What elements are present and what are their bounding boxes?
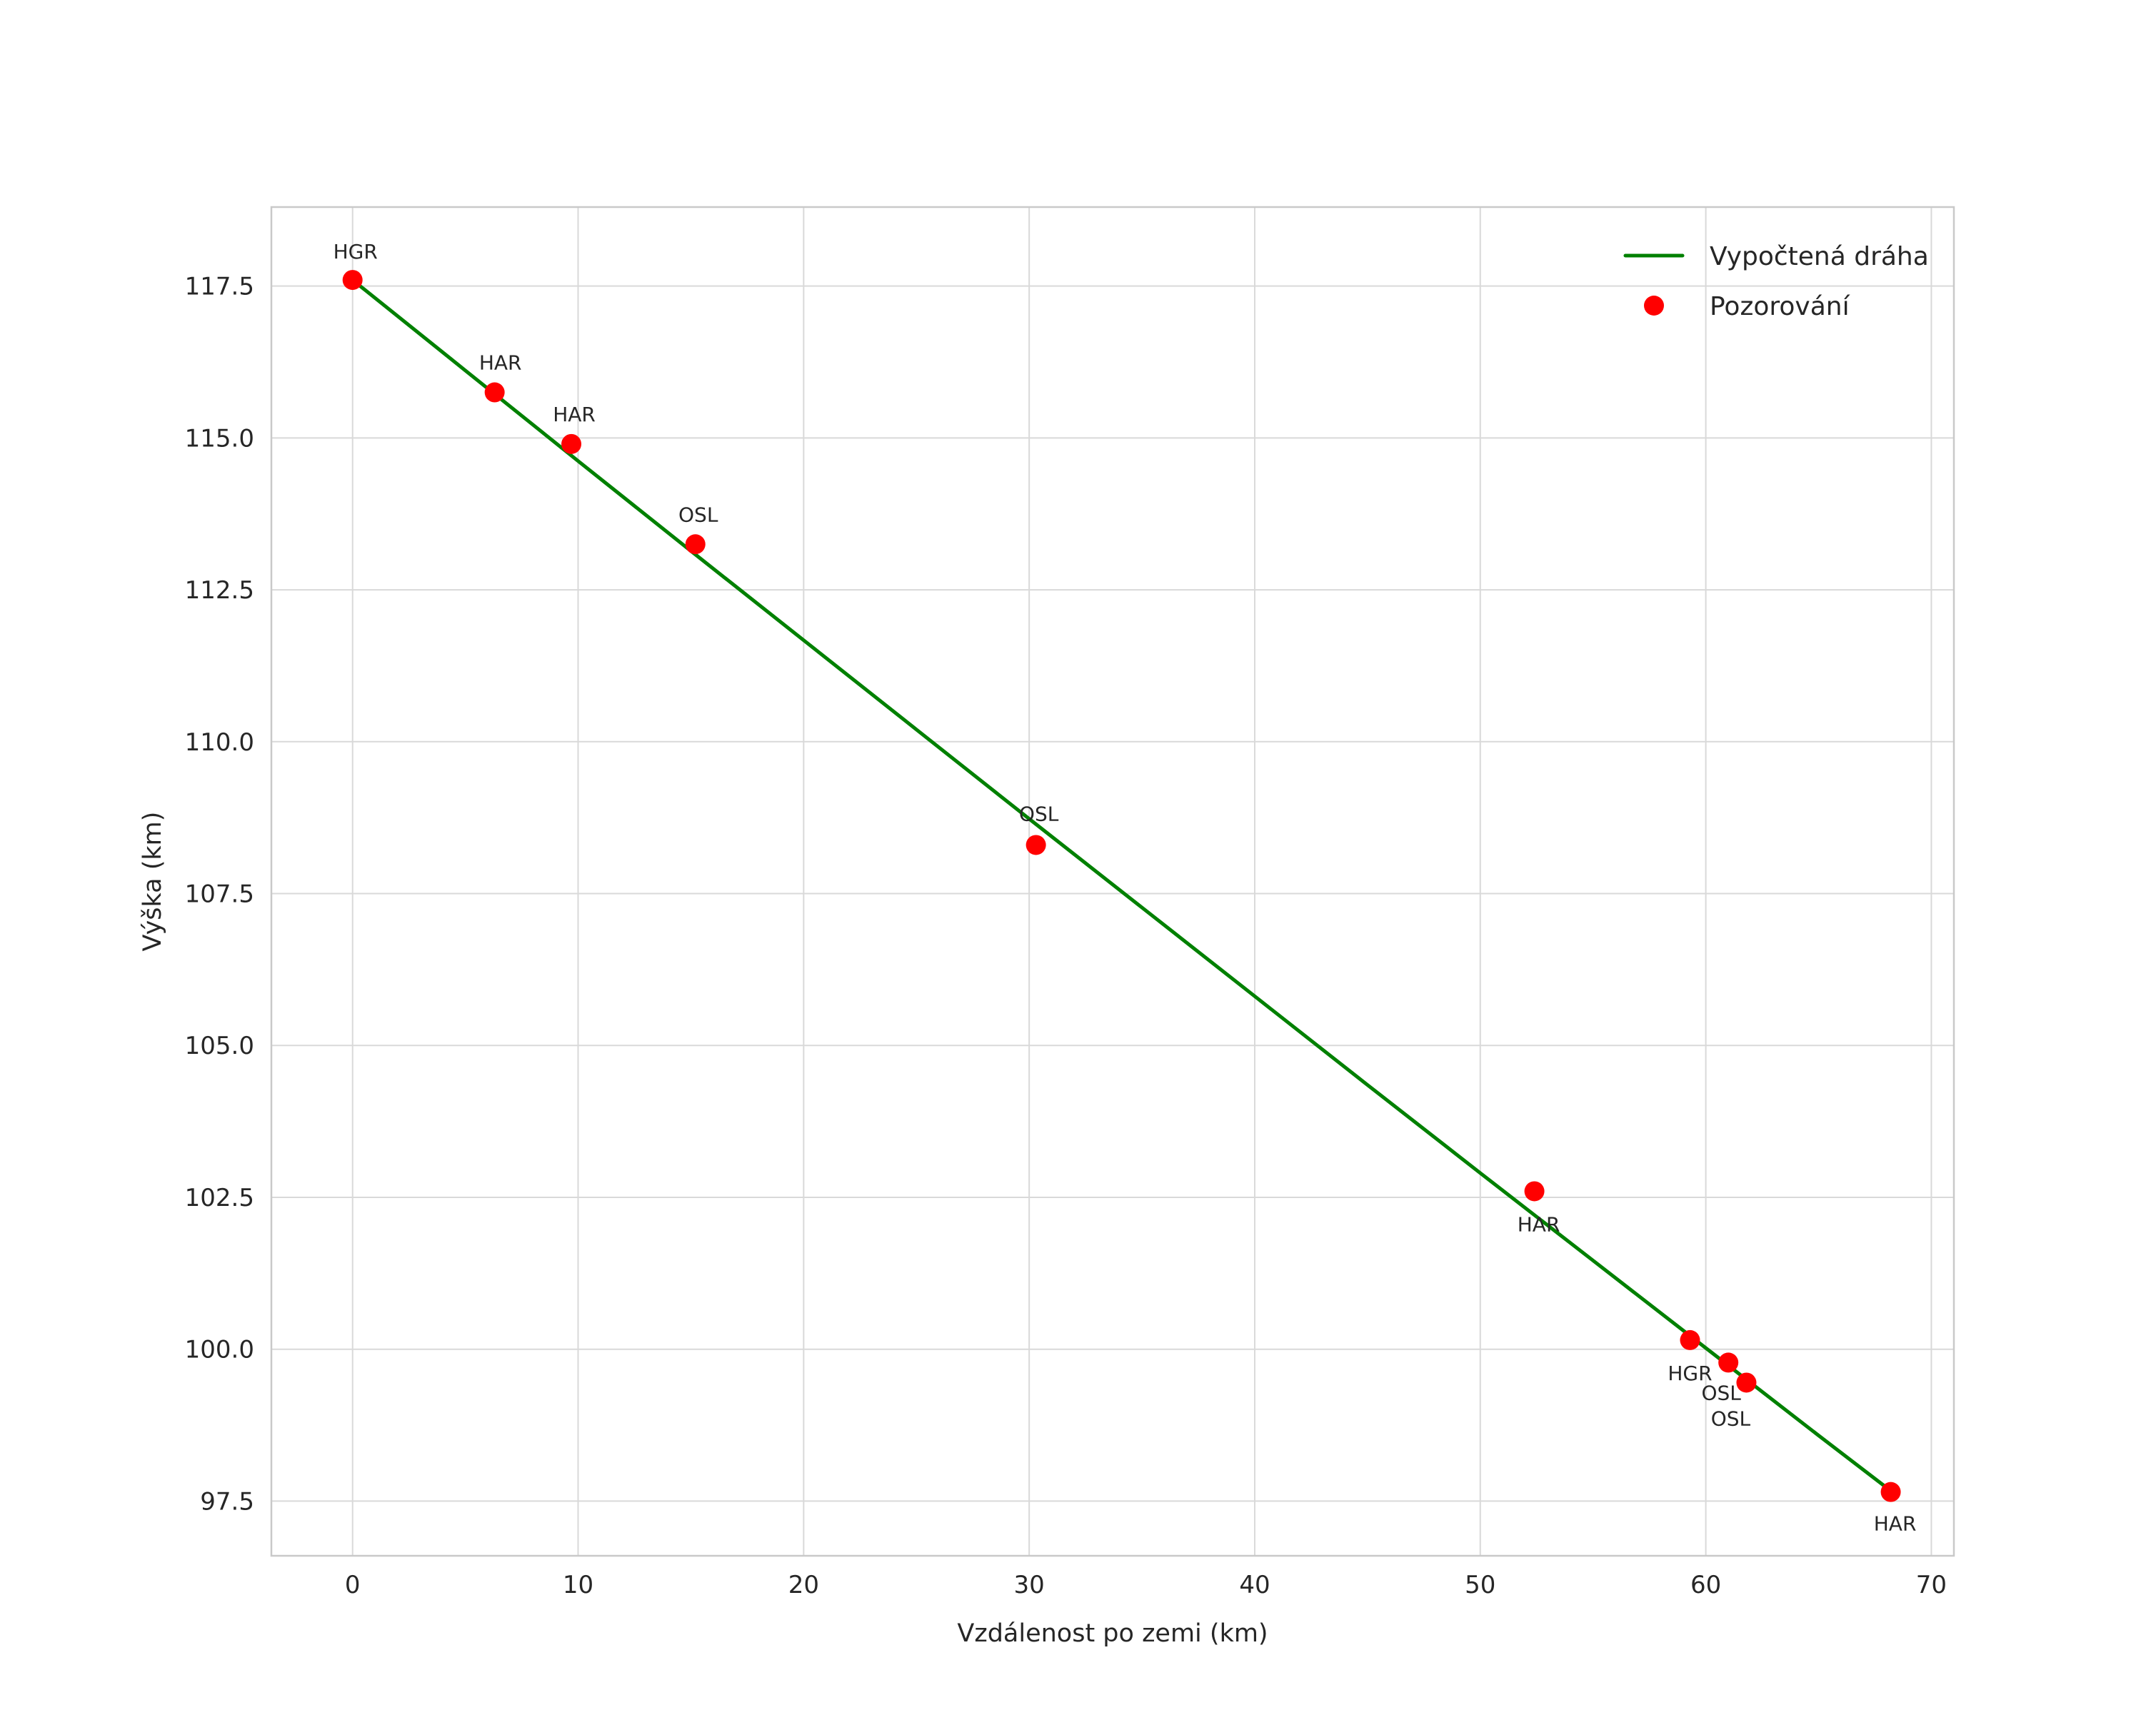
observation-point <box>685 534 706 555</box>
y-tick-label: 115.0 <box>185 424 254 453</box>
x-tick-label: 70 <box>1916 1571 1947 1599</box>
observation-point-label: OSL <box>1701 1381 1741 1404</box>
y-tick-label: 105.0 <box>185 1032 254 1060</box>
observation-point <box>1680 1329 1700 1350</box>
x-tick-label: 50 <box>1465 1571 1495 1599</box>
observation-point-label: HAR <box>553 403 596 426</box>
computed-path-line <box>351 278 1893 1493</box>
observation-point-label: HGR <box>334 240 378 263</box>
observation-point-label: HAR <box>479 351 522 375</box>
legend-label: Pozorování <box>1710 292 1850 321</box>
x-tick-label: 0 <box>345 1571 361 1599</box>
observation-point-label: OSL <box>1711 1407 1751 1430</box>
observation-point <box>1524 1181 1545 1202</box>
observation-point-label: OSL <box>678 503 718 526</box>
observation-point <box>561 433 582 454</box>
observation-point-label: HAR <box>1874 1512 1917 1536</box>
x-tick-label: 10 <box>563 1571 593 1599</box>
x-tick-label: 20 <box>788 1571 819 1599</box>
observation-point <box>342 270 363 291</box>
y-axis-label: Výška (km) <box>139 812 167 952</box>
observation-point-label: OSL <box>1019 802 1059 825</box>
observation-point <box>1880 1482 1901 1502</box>
plot-area <box>271 207 1954 1556</box>
legend-marker-sample <box>1644 296 1664 316</box>
y-tick-label: 110.0 <box>185 728 254 757</box>
y-tick-label: 117.5 <box>185 273 254 301</box>
observation-point <box>1736 1372 1757 1393</box>
x-tick-label: 60 <box>1690 1571 1721 1599</box>
observation-point-label: HGR <box>1668 1362 1712 1385</box>
y-tick-label: 97.5 <box>200 1487 254 1516</box>
observation-point-label: HAR <box>1518 1212 1560 1236</box>
x-tick-label: 40 <box>1239 1571 1270 1599</box>
observation-point <box>1718 1352 1739 1373</box>
x-tick-label: 30 <box>1014 1571 1045 1599</box>
legend-label: Vypočtená dráha <box>1710 242 1929 271</box>
legend: Vypočtená dráha Pozorování <box>1623 242 1929 321</box>
y-tick-label: 100.0 <box>185 1336 254 1364</box>
observation-point <box>1026 835 1046 855</box>
plot-border <box>270 206 1955 1557</box>
y-tick-label: 107.5 <box>185 880 254 909</box>
y-tick-label: 112.5 <box>185 576 254 605</box>
y-tick-label: 102.5 <box>185 1184 254 1212</box>
x-axis-label: Vzdálenost po zemi (km) <box>957 1619 1268 1648</box>
observation-point <box>484 382 505 403</box>
